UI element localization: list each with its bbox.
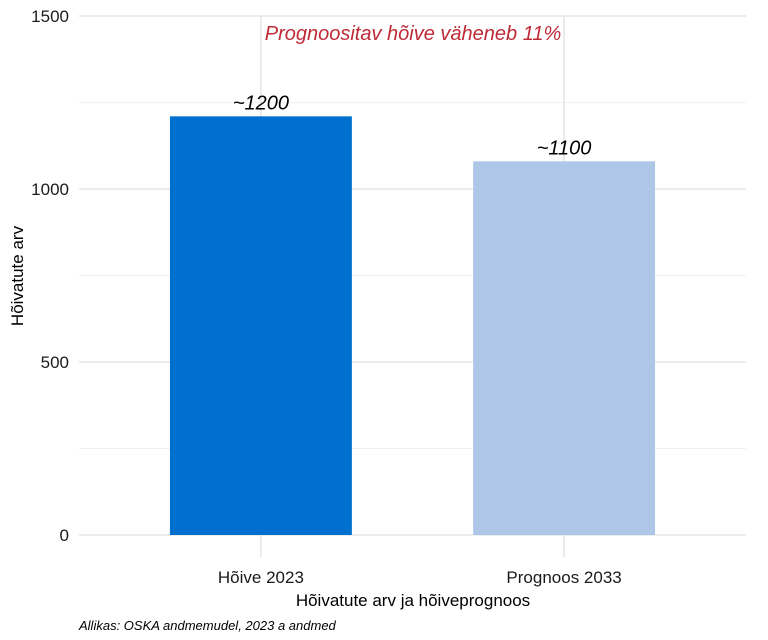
y-tick-label: 500 xyxy=(41,353,69,372)
x-tick-label: Prognoos 2033 xyxy=(506,568,621,587)
chart-annotation: Prognoositav hõive väheneb 11% xyxy=(265,23,562,45)
bars xyxy=(169,116,656,535)
bar-2 xyxy=(473,161,656,535)
y-tick-label: 1500 xyxy=(31,7,69,26)
y-tick-label: 1000 xyxy=(31,180,69,199)
bar-1 xyxy=(169,116,352,535)
bar-value-labels: ~1200 ~1100 xyxy=(233,92,592,159)
x-axis-title: Hõivatute arv ja hõiveprognoos xyxy=(296,591,530,610)
y-tick-labels: 0 500 1000 1500 xyxy=(31,7,69,545)
bar-value-label: ~1200 xyxy=(233,92,289,114)
bar-value-label: ~1100 xyxy=(537,137,592,159)
y-axis-title: Hõivatute arv xyxy=(8,225,27,326)
source-caption: Allikas: OSKA andmemudel, 2023 a andmed xyxy=(78,618,337,633)
x-tick-labels: Hõive 2023 Prognoos 2033 xyxy=(218,568,622,587)
x-tick-label: Hõive 2023 xyxy=(218,568,304,587)
y-tick-label: 0 xyxy=(60,526,69,545)
